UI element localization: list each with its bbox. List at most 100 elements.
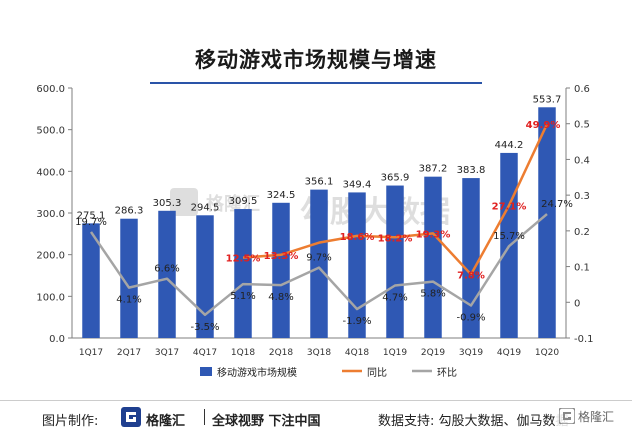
x-tick-label: 3Q17 [155, 348, 179, 358]
bar-value-label: 356.1 [305, 177, 334, 188]
bar [158, 210, 176, 338]
y2-tick-label: 0.4 [574, 155, 590, 166]
yoy-value-label: 19.3% [416, 229, 451, 240]
yoy-value-label: 49.9% [526, 120, 561, 131]
qoq-value-label: 4.7% [382, 293, 407, 304]
corner-watermark: 格隆汇 [556, 404, 632, 430]
bar [348, 192, 366, 338]
bar-value-label: 294.5 [191, 202, 220, 213]
yoy-line [242, 123, 549, 276]
bar [272, 202, 290, 338]
legend-label: 环比 [437, 367, 457, 379]
footer-slogan: 全球视野 下注中国 [212, 414, 321, 429]
data-labels: 275.1 286.3 305.3 294.5 309.5 324.5 356.1 349.4… [75, 94, 573, 332]
bar-value-label: 444.2 [495, 140, 524, 151]
yoy-value-label: 7.8% [457, 270, 485, 281]
x-tick-label: 4Q19 [497, 348, 522, 358]
bar [424, 176, 442, 338]
axes: 0.0 100.0 200.0 300.0 400.0 500.0 600.0 -0.1 0 0.… [36, 84, 593, 358]
y-tick-label: 600.0 [36, 84, 65, 95]
bar [120, 218, 138, 338]
watermark-logo-icon [170, 188, 198, 216]
x-tick-label: 1Q20 [535, 348, 560, 358]
y-tick-label: 300.0 [36, 209, 65, 220]
x-tick-label: 4Q18 [345, 348, 370, 358]
footer-brand-name: 格隆汇 [146, 414, 186, 429]
legend-label: 同比 [367, 367, 387, 379]
chart-title: 移动游戏市场规模与增速 [195, 48, 437, 72]
legend: 移动游戏市场规模 同比 环比 [200, 366, 457, 379]
bar-value-label: 305.3 [153, 198, 182, 209]
qoq-value-label: 6.6% [154, 264, 179, 275]
qoq-value-label: 4.8% [268, 292, 293, 303]
y-tick-label: 500.0 [36, 126, 65, 137]
x-tick-label: 4Q17 [193, 348, 217, 358]
qoq-value-label: -1.9% [342, 316, 371, 327]
qoq-value-label: -0.9% [456, 313, 485, 324]
x-tick-label: 2Q17 [117, 348, 141, 358]
x-tick-label: 1Q19 [383, 348, 408, 358]
y2-tick-label: 0.5 [574, 120, 590, 131]
yoy-value-label: 18.2% [378, 233, 413, 244]
bar-value-label: 383.8 [457, 165, 486, 176]
bar [310, 189, 328, 338]
x-tick-label: 2Q19 [421, 348, 446, 358]
y2-tick-label: 0 [574, 298, 580, 309]
qoq-line [89, 213, 548, 317]
y2-tick-label: 0.3 [574, 191, 590, 202]
yoy-value-label: 18.6% [340, 232, 375, 243]
bar [386, 185, 404, 338]
yoy-value-label: 27.1% [492, 202, 527, 213]
title-underline [150, 82, 482, 84]
qoq-value-label: -3.5% [190, 322, 219, 333]
y2-tick-label: 0.6 [574, 84, 590, 95]
bar-value-label: 275.1 [77, 210, 106, 221]
footer-separator [204, 409, 205, 425]
yoy-value-label: 12.5% [226, 254, 261, 265]
chart-plot: 格隆汇 勾股大数据 0.0100.0200.0300.0400.0500.060… [36, 84, 593, 379]
y-tick-label: 100.0 [36, 292, 65, 303]
y-tick-label: 200.0 [36, 251, 65, 262]
x-tick-label: 1Q17 [79, 348, 103, 358]
y2-tick-label: 0.1 [574, 263, 590, 274]
qoq-value-label: 19.7% [75, 217, 107, 228]
bar [234, 209, 252, 338]
x-tick-label: 3Q19 [459, 348, 484, 358]
legend-label: 移动游戏市场规模 [217, 366, 297, 379]
bar-series [82, 107, 556, 339]
y-tick-label: 400.0 [36, 167, 65, 178]
bar-value-label: 309.5 [229, 196, 258, 207]
bar [196, 215, 214, 338]
qoq-value-label: 5.1% [230, 291, 255, 302]
qoq-value-label: 5.8% [420, 289, 445, 300]
footer-data-source: 数据支持: 勾股大数据、伽马数据 [378, 414, 569, 429]
footer: 图片制作: 格隆汇 全球视野 下注中国 数据支持: 勾股大数据、伽马数据 [0, 400, 632, 432]
bar [82, 223, 100, 338]
bar-value-label: 286.3 [115, 206, 144, 217]
x-tick-label: 3Q18 [307, 348, 332, 358]
qoq-value-label: 15.7% [493, 231, 525, 242]
corner-watermark-text: 格隆汇 [578, 410, 615, 424]
bar-value-label: 553.7 [533, 94, 562, 105]
line-series [89, 123, 549, 317]
qoq-value-label: 4.1% [116, 295, 141, 306]
brand-logo-icon [121, 407, 141, 427]
bar-value-label: 365.9 [381, 173, 410, 184]
bar-value-label: 387.2 [419, 164, 448, 175]
y2-tick-label: 0.2 [574, 227, 590, 238]
y2-tick-label: -0.1 [574, 334, 594, 345]
yoy-value-label: 13.3% [264, 251, 299, 262]
y-tick-label: 0.0 [49, 334, 65, 345]
x-tick-label: 2Q18 [269, 348, 294, 358]
corner-logo-icon [559, 408, 575, 424]
qoq-value-label: 24.7% [541, 199, 573, 210]
bar [538, 107, 556, 339]
bar-value-label: 324.5 [267, 190, 296, 201]
legend-swatch-bar [200, 367, 212, 376]
footer-divider [0, 400, 632, 401]
qoq-value-label: 9.7% [306, 253, 331, 264]
bar-value-label: 349.4 [343, 179, 372, 190]
x-tick-label: 1Q18 [231, 348, 256, 358]
footer-made-by: 图片制作: [42, 414, 99, 429]
